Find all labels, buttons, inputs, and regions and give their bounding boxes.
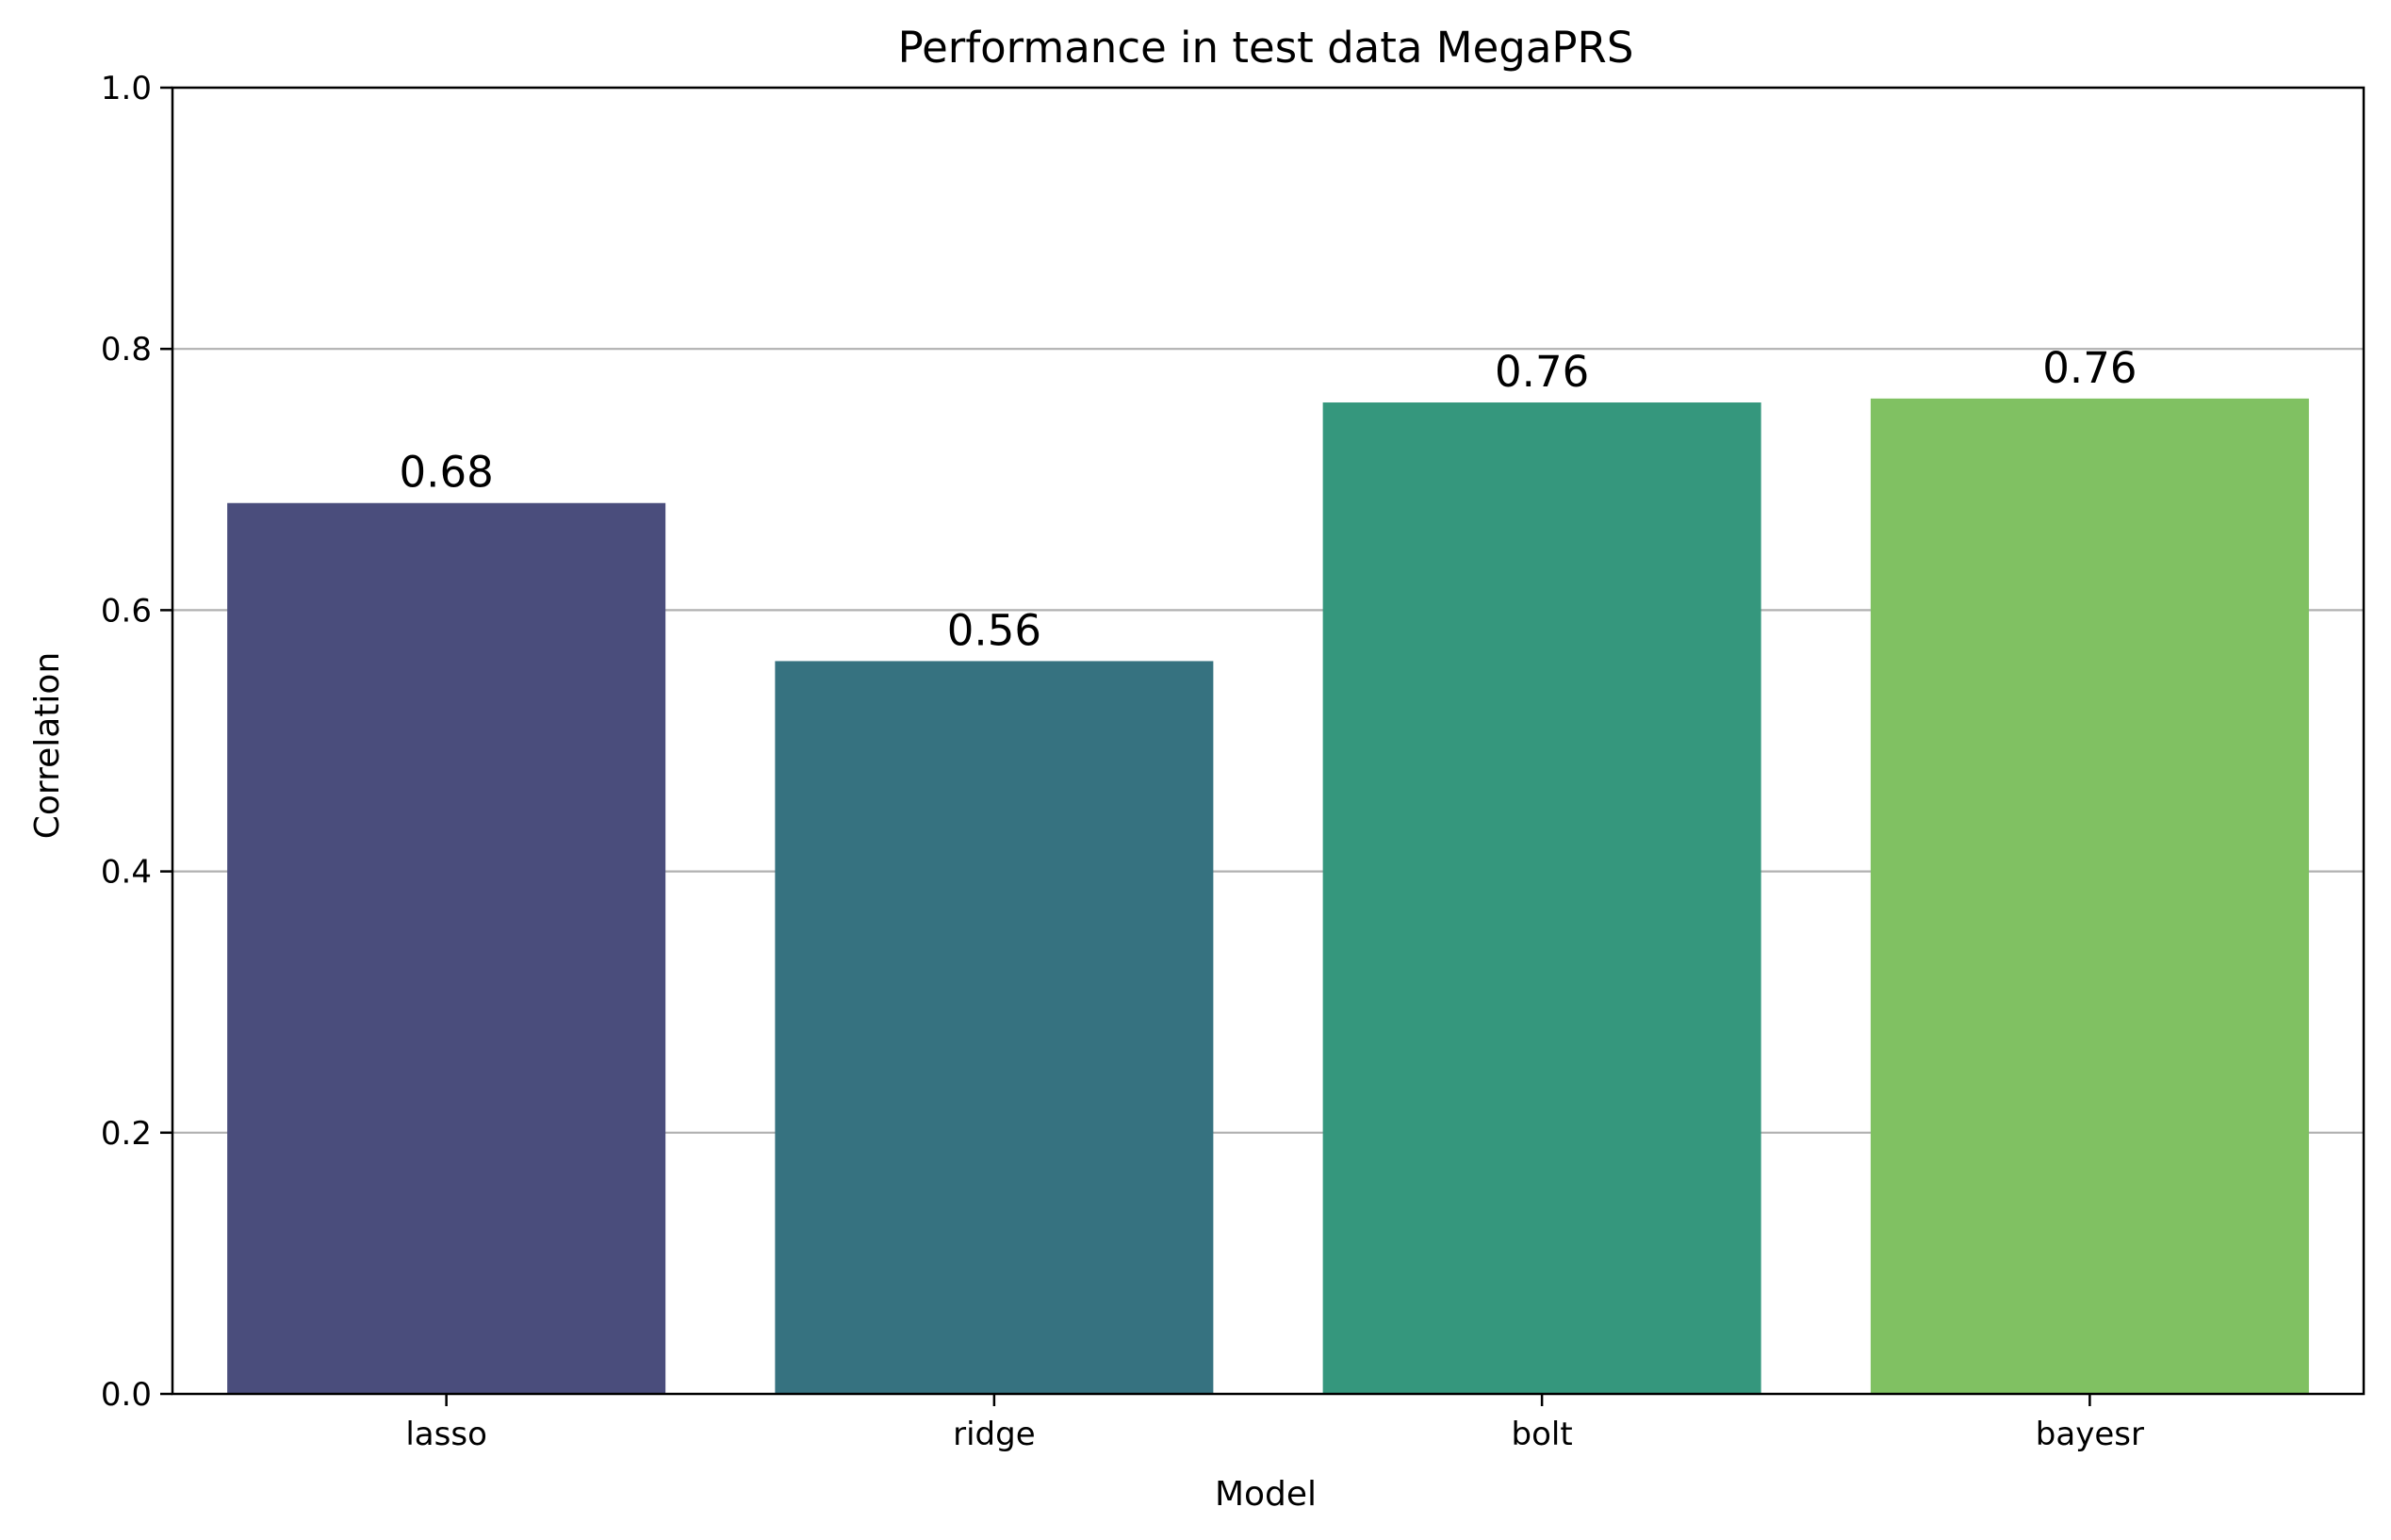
data-label-bayesr: 0.76 bbox=[2042, 343, 2137, 393]
x-tick-label-ridge: ridge bbox=[953, 1416, 1036, 1453]
x-axis-title: Model bbox=[1215, 1475, 1317, 1514]
chart-title: Performance in test data MegaPRS bbox=[898, 23, 1634, 73]
data-labels: 0.68 0.56 0.76 0.76 bbox=[400, 343, 2137, 656]
data-label-bolt: 0.76 bbox=[1495, 347, 1589, 397]
x-tick-label-lasso: lasso bbox=[405, 1416, 487, 1453]
plot-frame bbox=[171, 86, 2366, 1396]
data-label-ridge: 0.56 bbox=[947, 605, 1041, 655]
y-tick-label: 0.6 bbox=[101, 592, 152, 630]
bar-ridge bbox=[775, 661, 1214, 1394]
y-tick-label: 0.0 bbox=[101, 1376, 152, 1414]
bar-bolt bbox=[1322, 402, 1761, 1394]
bar-bayesr bbox=[1870, 398, 2309, 1394]
y-axis-ticks: 0.0 0.2 0.4 0.6 0.8 1.0 bbox=[101, 70, 172, 1414]
y-tick-label: 0.4 bbox=[101, 854, 152, 892]
bars bbox=[227, 398, 2309, 1394]
x-axis-ticks: lasso ridge bolt bayesr bbox=[405, 1394, 2144, 1453]
y-tick-label: 1.0 bbox=[101, 70, 152, 107]
y-tick-label: 0.2 bbox=[101, 1115, 152, 1153]
bar-lasso bbox=[227, 502, 666, 1394]
x-tick-label-bayesr: bayesr bbox=[2036, 1416, 2144, 1453]
data-label-lasso: 0.68 bbox=[400, 448, 494, 498]
x-tick-label-bolt: bolt bbox=[1512, 1416, 1573, 1453]
y-tick-label: 0.8 bbox=[101, 331, 152, 369]
y-axis-title: Correlation bbox=[28, 652, 67, 840]
